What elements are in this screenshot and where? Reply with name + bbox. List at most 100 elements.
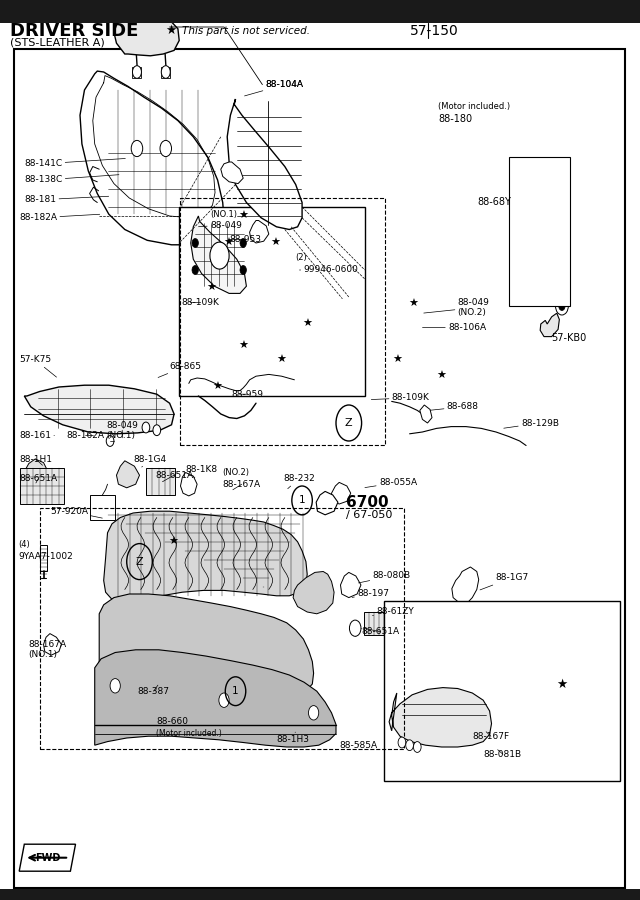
Text: (STS-LEATHER A): (STS-LEATHER A) [10, 37, 104, 48]
Text: 88-049
(NO.2): 88-049 (NO.2) [424, 298, 490, 318]
Circle shape [308, 706, 319, 720]
Text: 88-106A: 88-106A [422, 323, 486, 332]
Circle shape [110, 679, 120, 693]
Polygon shape [227, 99, 302, 230]
Polygon shape [99, 594, 314, 698]
Text: 6700: 6700 [346, 495, 388, 509]
Text: 88-68Y: 88-68Y [477, 196, 511, 207]
Circle shape [192, 266, 198, 274]
Text: 88-049
(NO.1): 88-049 (NO.1) [106, 420, 138, 440]
Text: 57-K75: 57-K75 [19, 356, 56, 377]
Bar [161, 68, 170, 78]
Text: ★: ★ [206, 283, 216, 293]
Circle shape [210, 242, 229, 269]
Polygon shape [250, 220, 269, 243]
Text: 88-1H3: 88-1H3 [276, 732, 310, 744]
Text: 1: 1 [232, 686, 239, 697]
Text: / 67-050: / 67-050 [346, 509, 392, 520]
Polygon shape [221, 162, 243, 184]
Text: Z: Z [345, 418, 353, 428]
Text: 88-109K: 88-109K [182, 298, 220, 307]
Polygon shape [340, 572, 361, 598]
Circle shape [398, 737, 406, 748]
Polygon shape [104, 511, 307, 601]
Text: 88-129B: 88-129B [504, 418, 559, 428]
Text: 88-61ZY: 88-61ZY [372, 608, 414, 616]
Text: (NO.1): (NO.1) [210, 210, 237, 219]
Text: (Motor included.): (Motor included.) [156, 729, 222, 738]
Text: 88-141C: 88-141C [24, 158, 125, 168]
Circle shape [142, 422, 150, 433]
Bar [180, 198, 385, 445]
Circle shape [240, 266, 246, 274]
Text: ★: ★ [165, 24, 177, 37]
Text: 88-1K8: 88-1K8 [186, 465, 218, 478]
Polygon shape [24, 459, 48, 484]
Polygon shape [191, 216, 246, 293]
Text: ★: ★ [168, 536, 178, 547]
Bar [40, 545, 47, 571]
Text: DRIVER SIDE: DRIVER SIDE [10, 22, 138, 40]
Bar [20, 468, 64, 504]
Text: 88-167F: 88-167F [472, 732, 509, 741]
Text: 88-080B: 88-080B [358, 572, 411, 583]
Polygon shape [24, 385, 174, 434]
Text: 88-953: 88-953 [228, 235, 261, 244]
Circle shape [160, 140, 172, 157]
Text: ★: ★ [223, 238, 234, 248]
Text: 88-1H1: 88-1H1 [19, 454, 52, 465]
Polygon shape [95, 650, 336, 747]
Polygon shape [293, 572, 334, 614]
Bar [0, 889, 640, 900]
Circle shape [240, 238, 246, 248]
Polygon shape [332, 482, 351, 504]
Text: 88-055A: 88-055A [365, 478, 417, 488]
Text: ★: ★ [238, 340, 248, 351]
Text: 88-181: 88-181 [24, 195, 109, 204]
Text: 88-232: 88-232 [283, 474, 315, 489]
Text: 88-387: 88-387 [138, 685, 170, 696]
Text: 88-197: 88-197 [352, 590, 389, 598]
Text: ★: ★ [276, 355, 287, 365]
Text: 88-138C: 88-138C [24, 175, 119, 184]
Bar [0, 0, 640, 23]
Polygon shape [19, 844, 76, 871]
Circle shape [413, 742, 421, 752]
Polygon shape [80, 71, 224, 245]
Circle shape [132, 66, 141, 78]
Text: 88-104A: 88-104A [266, 80, 303, 89]
Text: ★: ★ [270, 238, 280, 248]
Polygon shape [540, 313, 559, 337]
Polygon shape [180, 472, 197, 496]
Text: 88-081B: 88-081B [484, 750, 522, 759]
Text: 57-150: 57-150 [410, 23, 458, 38]
Text: ★: ★ [408, 299, 419, 310]
Text: 88-049: 88-049 [198, 220, 242, 230]
Text: 88-167A
(NO.1): 88-167A (NO.1) [28, 640, 67, 660]
Text: ★: ★ [556, 678, 568, 690]
Polygon shape [114, 14, 179, 56]
Bar [364, 612, 392, 634]
Text: ★: ★ [212, 382, 223, 392]
Text: 88-182A: 88-182A [19, 213, 100, 222]
Circle shape [406, 740, 413, 751]
Text: 1: 1 [299, 495, 305, 506]
Text: 88-585A: 88-585A [339, 741, 378, 750]
Bar [509, 158, 570, 306]
Text: 99946-0600: 99946-0600 [300, 266, 358, 274]
Text: 88-959: 88-959 [232, 390, 264, 399]
Bar [132, 68, 141, 78]
Polygon shape [116, 461, 140, 488]
Circle shape [556, 297, 568, 315]
Text: 88-651A: 88-651A [19, 474, 58, 483]
Text: 88-660: 88-660 [156, 717, 188, 726]
Text: Z: Z [136, 556, 143, 567]
Text: ★: ★ [436, 371, 447, 382]
Text: 88-1G4: 88-1G4 [133, 454, 166, 467]
Text: (Motor included.): (Motor included.) [438, 102, 511, 111]
Polygon shape [316, 491, 338, 515]
Text: (2): (2) [296, 253, 307, 262]
Text: 9YAA7-1002: 9YAA7-1002 [18, 552, 73, 561]
Circle shape [161, 66, 170, 78]
Text: 57-KB0: 57-KB0 [552, 333, 587, 344]
